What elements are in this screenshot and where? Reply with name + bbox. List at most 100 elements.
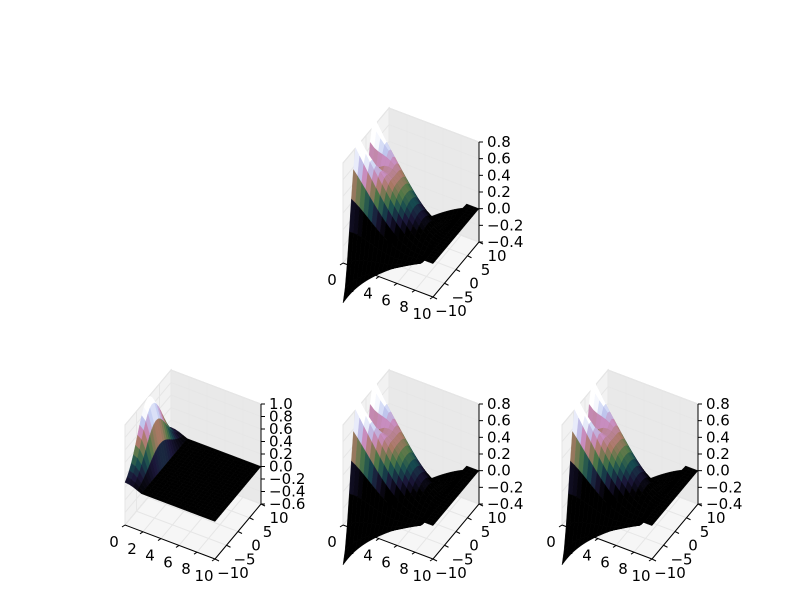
y-tick bbox=[467, 517, 472, 521]
z-tick-label: 0.8 bbox=[269, 408, 293, 426]
z-tick-label: 0.8 bbox=[487, 395, 511, 413]
x-tick-label: 6 bbox=[163, 553, 173, 571]
y-tick-label: 10 bbox=[487, 247, 506, 265]
x-tick bbox=[375, 276, 380, 280]
x-tick-label: 10 bbox=[194, 567, 213, 585]
y-tick bbox=[686, 517, 691, 521]
x-tick bbox=[375, 538, 380, 542]
x-tick bbox=[139, 531, 144, 535]
z-tick-label: 0.4 bbox=[269, 433, 293, 451]
y-tick-label: 5 bbox=[481, 261, 491, 279]
y-tick bbox=[249, 517, 254, 521]
z-tick-label: 0.2 bbox=[706, 445, 730, 463]
x-tick bbox=[558, 524, 563, 528]
z-tick-label: 0.0 bbox=[487, 462, 511, 480]
x-tick bbox=[357, 269, 362, 273]
z-tick-label: 1.0 bbox=[269, 395, 293, 413]
z-tick-label: −0.2 bbox=[269, 470, 305, 488]
z-tick-label: −0.4 bbox=[269, 483, 305, 501]
y-tick-label: 5 bbox=[481, 523, 491, 541]
y-tick-label: 5 bbox=[700, 523, 710, 541]
y-tick bbox=[674, 531, 680, 534]
z-tick-label: 0.8 bbox=[706, 395, 730, 413]
x-tick bbox=[339, 524, 344, 528]
x-tick-label: 4 bbox=[582, 547, 592, 565]
z-tick-label: 0.6 bbox=[706, 412, 730, 430]
y-tick bbox=[455, 269, 461, 272]
x-tick bbox=[157, 538, 162, 542]
y-tick bbox=[444, 282, 449, 286]
y-tick-label: 0 bbox=[688, 537, 698, 555]
x-tick-label: 0 bbox=[327, 533, 337, 551]
x-tick bbox=[193, 551, 198, 555]
x-tick bbox=[411, 289, 416, 293]
y-tick-label: −5 bbox=[670, 550, 692, 568]
x-tick bbox=[429, 558, 434, 562]
x-tick-label: 10 bbox=[412, 305, 431, 323]
z-tick-label: 0.0 bbox=[706, 462, 730, 480]
x-axis-line bbox=[561, 524, 653, 560]
x-tick bbox=[612, 544, 617, 548]
y-tick-label: 0 bbox=[469, 275, 479, 293]
y-tick-label: −10 bbox=[435, 302, 467, 320]
x-tick bbox=[339, 262, 344, 266]
x-tick bbox=[576, 531, 581, 535]
x-tick bbox=[393, 544, 398, 548]
y-tick bbox=[214, 558, 220, 562]
z-tick-label: 0.2 bbox=[487, 445, 511, 463]
z-tick-label: −0.2 bbox=[487, 216, 523, 234]
x-tick-label: 6 bbox=[381, 291, 391, 309]
y-tick-label: −10 bbox=[654, 564, 686, 582]
chart-panel-bottom-left: 0 2 4 6 8 10 −10−505101.00.80.60.40.20.0−0.2−0… bbox=[109, 368, 305, 585]
y-tick-label: 0 bbox=[251, 537, 261, 555]
surface bbox=[561, 378, 699, 566]
y-tick-label: −5 bbox=[451, 550, 473, 568]
x-tick-label: 8 bbox=[399, 560, 409, 578]
x-tick bbox=[648, 558, 653, 562]
y-tick-label: 10 bbox=[706, 509, 725, 527]
y-tick bbox=[651, 558, 657, 562]
y-tick-label: −5 bbox=[233, 550, 255, 568]
y-tick bbox=[432, 558, 438, 562]
z-tick-label: −0.2 bbox=[706, 478, 742, 496]
x-tick-label: 6 bbox=[381, 553, 391, 571]
x-tick bbox=[393, 282, 398, 286]
x-tick-label: 0 bbox=[109, 533, 119, 551]
x-tick bbox=[411, 551, 416, 555]
x-tick-label: 0 bbox=[546, 533, 556, 551]
x-tick-label: 10 bbox=[631, 567, 650, 585]
z-tick-label: 0.0 bbox=[269, 458, 293, 476]
x-tick bbox=[211, 558, 216, 562]
x-tick bbox=[594, 538, 599, 542]
x-tick-label: 8 bbox=[181, 560, 191, 578]
x-tick bbox=[429, 296, 434, 300]
z-tick-label: −0.4 bbox=[487, 233, 523, 251]
x-tick-label: 2 bbox=[127, 540, 137, 558]
y-tick bbox=[237, 531, 243, 534]
x-axis-line bbox=[342, 524, 434, 560]
z-tick-label: 0.2 bbox=[487, 183, 511, 201]
y-tick bbox=[467, 255, 472, 259]
x-tick bbox=[121, 524, 126, 528]
y-tick-label: −10 bbox=[435, 564, 467, 582]
x-tick-label: 4 bbox=[145, 547, 155, 565]
y-tick-label: 0 bbox=[469, 537, 479, 555]
z-tick-label: 0.2 bbox=[269, 445, 293, 463]
surface bbox=[124, 396, 262, 522]
z-tick-label: 0.6 bbox=[487, 412, 511, 430]
y-tick bbox=[455, 531, 461, 534]
surface-facet bbox=[428, 521, 436, 526]
z-tick-label: 0.4 bbox=[706, 428, 730, 446]
x-tick-label: 2 bbox=[345, 540, 355, 558]
x-tick-label: 4 bbox=[363, 547, 373, 565]
y-tick bbox=[432, 296, 438, 300]
y-tick bbox=[444, 544, 449, 548]
x-tick-label: 8 bbox=[399, 298, 409, 316]
x-axis-line bbox=[124, 524, 216, 560]
z-tick-label: −0.4 bbox=[487, 495, 523, 513]
y-tick-label: 10 bbox=[487, 509, 506, 527]
surface bbox=[342, 378, 480, 566]
x-axis-line bbox=[342, 262, 434, 298]
